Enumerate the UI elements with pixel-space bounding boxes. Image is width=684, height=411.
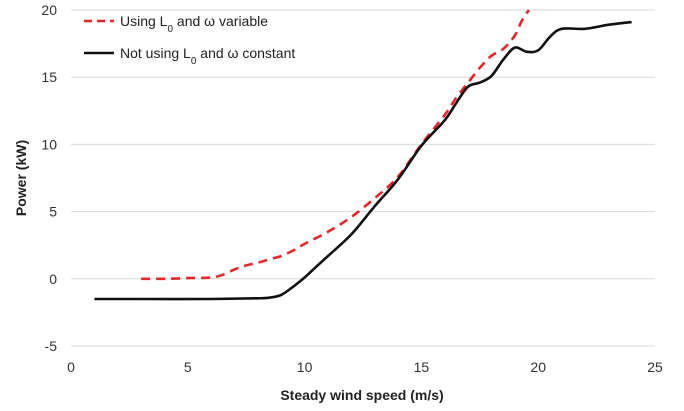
legend-label: Not using L0 and ω constant — [120, 45, 295, 67]
x-tick-label: 20 — [530, 359, 546, 375]
x-tick-label: 10 — [297, 359, 313, 375]
legend-label: Using L0 and ω variable — [120, 13, 268, 35]
x-tick-label: 0 — [67, 359, 75, 375]
y-tick-label: 5 — [49, 204, 57, 220]
tick-labels: -5 0 5 10 15 20 0 5 10 15 20 25 — [41, 2, 663, 375]
x-tick-label: 25 — [647, 359, 663, 375]
y-tick-label: -5 — [45, 338, 58, 354]
y-tick-label: 15 — [41, 69, 57, 85]
y-axis-label: Power (kW) — [13, 140, 29, 216]
series-line-using-l0-omega-variable — [141, 9, 530, 281]
y-tick-label: 10 — [41, 136, 57, 152]
x-tick-label: 5 — [184, 359, 192, 375]
y-tick-label: 0 — [49, 271, 57, 287]
series-line-not-using-l0-omega-constant — [94, 20, 632, 301]
x-tick-label: 15 — [414, 359, 430, 375]
y-tick-label: 20 — [41, 2, 57, 18]
gridlines — [71, 9, 655, 347]
legend: Using L0 and ω variable Not using L0 and … — [84, 13, 295, 67]
x-axis-label: Steady wind speed (m/s) — [280, 387, 443, 403]
series-lines — [94, 9, 632, 301]
